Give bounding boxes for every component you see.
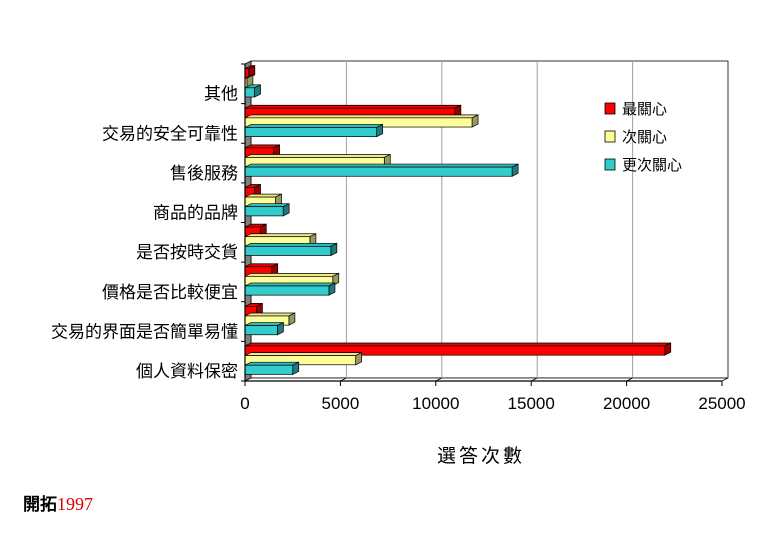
legend-label: 最關心 (622, 100, 667, 118)
bars (244, 65, 672, 375)
bar (244, 123, 384, 138)
category-label: 價格是否比較便宜 (102, 283, 238, 303)
tick-labels: 0 5000 10000 15000 20000 25000 (240, 394, 745, 413)
legend-label: 次關心 (622, 128, 667, 146)
bar (244, 223, 267, 237)
bar (244, 104, 462, 119)
x-tick-label: 25000 (698, 394, 745, 413)
x-tick-label: 10000 (412, 394, 459, 413)
bar (244, 84, 261, 98)
x-tick-label: 5000 (321, 394, 359, 413)
category-label: 商品的品牌 (153, 204, 238, 224)
x-axis-title: 選答次數 (437, 445, 525, 467)
x-tick-label: 0 (240, 394, 249, 413)
axes (241, 63, 723, 386)
legend-swatch (604, 158, 616, 171)
category-label: 交易的界面是否簡單易懂 (51, 322, 238, 342)
x-tick-label: 15000 (508, 394, 555, 413)
category-label: 其他 (204, 85, 238, 105)
bar (244, 361, 300, 375)
legend-label: 更次關心 (622, 156, 682, 174)
legend-swatch (604, 102, 616, 115)
category-label: 個人資料保密 (136, 362, 238, 382)
category-label: 是否按時交貨 (136, 243, 238, 263)
bar (244, 144, 280, 158)
x-tick-label: 20000 (603, 394, 650, 413)
category-labels: 其他交易的安全可靠性售後服務商品的品牌是否按時交貨價格是否比較便宜交易的界面是否… (51, 85, 238, 382)
footer-label: 開拓 (23, 495, 57, 515)
footer: 開拓1997 (23, 490, 93, 515)
category-label: 售後服務 (170, 164, 238, 184)
bar (244, 282, 336, 296)
bar (244, 321, 284, 336)
legend-swatch (604, 130, 616, 143)
bar (244, 242, 338, 257)
footer-year: 1997 (57, 494, 93, 514)
category-label: 交易的安全可靠性 (102, 124, 238, 144)
bar (244, 203, 290, 217)
bar (244, 342, 672, 356)
bar (244, 163, 519, 177)
bar (244, 183, 261, 198)
